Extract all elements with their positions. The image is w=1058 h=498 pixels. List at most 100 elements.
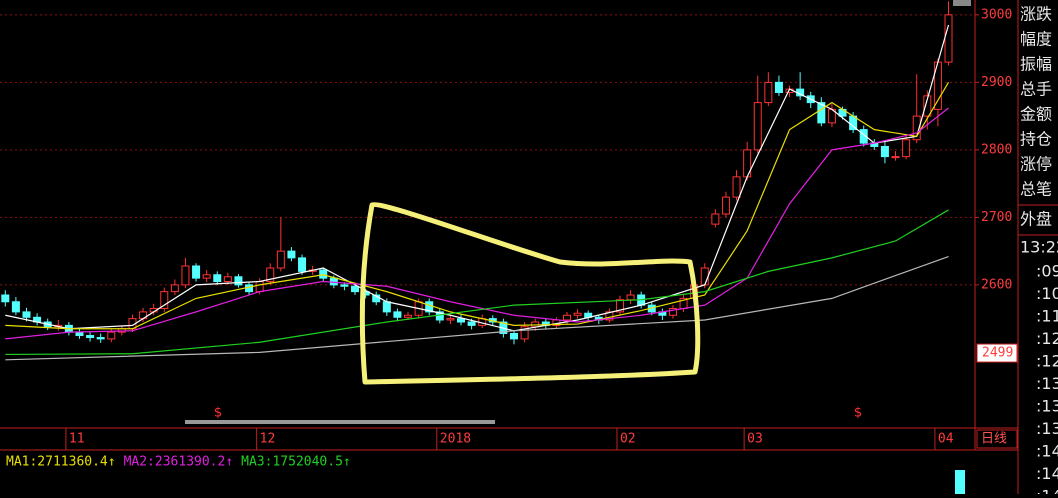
indicator-label: MA2:2361390.2↑ bbox=[124, 455, 234, 470]
candle-body bbox=[880, 145, 889, 158]
x-tick-label: 02 bbox=[620, 432, 636, 447]
candle-body bbox=[255, 281, 264, 293]
side-field: 持仓 bbox=[1020, 130, 1052, 149]
event-marker: $ bbox=[854, 406, 862, 421]
y-tick-label: 2600 bbox=[981, 277, 1012, 292]
candle-body bbox=[192, 265, 201, 279]
side-tick: :09 bbox=[1036, 262, 1058, 281]
x-tick-label: 11 bbox=[69, 432, 85, 447]
candle-body bbox=[467, 321, 476, 326]
side-tick: :14 bbox=[1036, 464, 1058, 483]
candle-body bbox=[1, 294, 10, 303]
candle-body bbox=[181, 265, 190, 286]
side-field: 振幅 bbox=[1020, 55, 1052, 74]
candle-body bbox=[351, 285, 360, 293]
side-field: 金额 bbox=[1020, 105, 1052, 124]
side-tick: :11 bbox=[1036, 307, 1058, 326]
event-marker: $ bbox=[214, 406, 222, 421]
candle-body bbox=[615, 299, 624, 313]
candle-body bbox=[319, 269, 328, 279]
candle-body bbox=[96, 337, 105, 340]
candle-body bbox=[213, 274, 222, 283]
candle-body bbox=[266, 267, 275, 283]
side-section: 外盘 bbox=[1020, 210, 1052, 229]
candle-body bbox=[202, 274, 211, 279]
candle-body bbox=[340, 284, 349, 287]
candle-body bbox=[329, 277, 338, 286]
side-field: 涨停 bbox=[1020, 155, 1052, 174]
side-field: 总手 bbox=[1020, 80, 1052, 99]
y-tick-label: 3000 bbox=[981, 7, 1012, 22]
candle-body bbox=[75, 331, 84, 337]
side-field: 总笔 bbox=[1020, 180, 1052, 199]
candle-body bbox=[11, 301, 20, 313]
candle-body bbox=[668, 308, 677, 316]
candle-body bbox=[393, 311, 402, 318]
candle-body bbox=[573, 312, 582, 316]
side-time: 13:22 bbox=[1020, 238, 1058, 257]
candle-body bbox=[446, 318, 455, 321]
candle-body bbox=[902, 139, 911, 158]
candle-body bbox=[287, 250, 296, 259]
y-tick-label: 2700 bbox=[981, 210, 1012, 225]
moving-average-line bbox=[5, 107, 949, 340]
side-tick: :14 bbox=[1036, 487, 1058, 495]
candle-body bbox=[160, 291, 169, 310]
candle-body bbox=[234, 276, 243, 286]
x-tick-label: 2018 bbox=[440, 432, 471, 447]
y-tick-label: 2800 bbox=[981, 142, 1012, 157]
candle-body bbox=[764, 81, 773, 104]
candle-body bbox=[774, 81, 783, 93]
candle-body bbox=[457, 318, 466, 323]
price-marker-box bbox=[976, 343, 1018, 363]
side-tick: :12 bbox=[1036, 329, 1058, 348]
candle-body bbox=[626, 294, 635, 301]
candle-body bbox=[891, 156, 900, 159]
side-field: 幅度 bbox=[1020, 30, 1052, 49]
candle-body bbox=[923, 95, 932, 117]
candle-body bbox=[753, 102, 762, 151]
candle-body bbox=[107, 331, 116, 340]
moving-average-line bbox=[5, 255, 949, 361]
candle-body bbox=[276, 250, 285, 269]
candle-body bbox=[721, 196, 730, 215]
y-tick-label: 2900 bbox=[981, 75, 1012, 90]
moving-average-line bbox=[5, 209, 949, 356]
candle-body bbox=[22, 311, 31, 318]
candle-body bbox=[520, 326, 529, 340]
candle-body bbox=[223, 276, 232, 283]
moving-average-line bbox=[5, 24, 950, 332]
candle-body bbox=[562, 314, 571, 321]
candle-body bbox=[404, 314, 413, 318]
candle-body bbox=[817, 102, 826, 124]
x-tick-label: 03 bbox=[747, 432, 763, 447]
price-marker-label: 2499 bbox=[982, 346, 1013, 361]
scroll-bar[interactable] bbox=[185, 420, 495, 424]
candle-body bbox=[944, 14, 953, 63]
side-field: 涨跌 bbox=[1020, 5, 1052, 24]
candle-body bbox=[170, 284, 179, 293]
x-tick-label: 12 bbox=[260, 432, 276, 447]
candle-body bbox=[912, 115, 921, 141]
candle-body bbox=[700, 267, 709, 286]
side-tick: :12 bbox=[1036, 352, 1058, 371]
scroll-handle bbox=[953, 0, 971, 6]
side-tick: :13 bbox=[1036, 374, 1058, 393]
side-tick: :14 bbox=[1036, 442, 1058, 461]
side-tick: :10 bbox=[1036, 284, 1058, 303]
volume-bar bbox=[955, 470, 965, 494]
candle-body bbox=[509, 332, 518, 340]
moving-average-line bbox=[5, 82, 950, 330]
side-tick: :13 bbox=[1036, 397, 1058, 416]
highlight-outline bbox=[359, 202, 701, 385]
period-box bbox=[976, 429, 1018, 449]
indicator-label: MA1:2711360.4↑ bbox=[6, 455, 116, 470]
candle-body bbox=[711, 213, 720, 225]
period-label: 日线 bbox=[981, 432, 1007, 447]
candle-body bbox=[86, 335, 95, 339]
indicator-label: MA3:1752040.5↑ bbox=[241, 455, 351, 470]
candle-body bbox=[859, 129, 868, 144]
side-tick: :13 bbox=[1036, 419, 1058, 438]
